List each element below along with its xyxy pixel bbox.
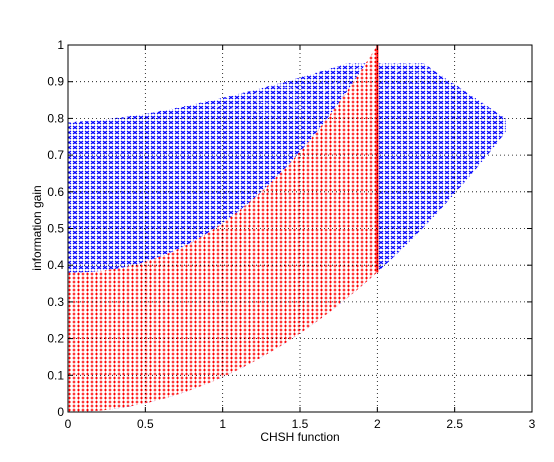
x-tick-label: 0.5 — [137, 417, 154, 431]
y-tick-label: 0 — [57, 405, 64, 419]
x-tick-label: 1.5 — [292, 417, 309, 431]
y-tick-label: 0.9 — [47, 75, 64, 89]
y-axis-ticks: 0 0.1 0.2 0.3 0.4 0.5 0.6 0.7 0.8 0.9 1 — [47, 38, 532, 419]
arc-stripe — [68, 63, 505, 123]
x-tick-label: 0 — [65, 417, 72, 431]
x-tick-label: 3 — [529, 417, 536, 431]
y-tick-label: 0.8 — [47, 111, 64, 125]
x-axis-label: CHSH function — [260, 430, 339, 444]
y-axis-label: information gain — [30, 185, 44, 270]
y-tick-label: 0.2 — [47, 332, 64, 346]
x-tick-label: 2.5 — [446, 417, 463, 431]
y-tick-label: 1 — [57, 38, 64, 52]
arc-stripe — [68, 79, 393, 123]
y-tick-label: 0.6 — [47, 185, 64, 199]
y-tick-label: 0.5 — [47, 222, 64, 236]
y-tick-label: 0.7 — [47, 148, 64, 162]
x-tick-label: 2 — [374, 417, 381, 431]
y-tick-label: 0.3 — [47, 295, 64, 309]
x-axis-ticks: 0 0.5 1 1.5 2 2.5 3 — [65, 45, 536, 431]
y-tick-label: 0.4 — [47, 258, 64, 272]
x-tick-label: 1 — [219, 417, 226, 431]
y-tick-label: 0.1 — [47, 368, 64, 382]
red-region — [68, 45, 378, 412]
grid — [68, 45, 532, 412]
